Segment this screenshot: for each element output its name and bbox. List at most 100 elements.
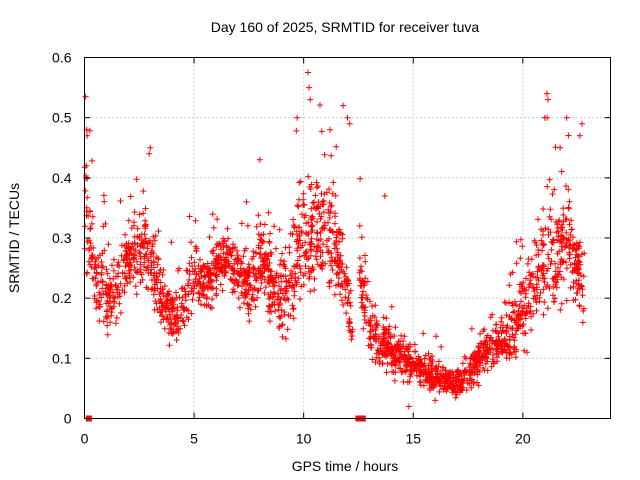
data-point xyxy=(557,261,564,268)
data-point xyxy=(383,369,390,376)
data-point xyxy=(559,227,566,233)
data-point xyxy=(575,262,582,268)
data-point xyxy=(126,274,133,281)
data-point xyxy=(251,286,258,293)
data-point xyxy=(549,275,556,282)
data-point xyxy=(93,305,100,312)
data-point xyxy=(513,260,520,267)
data-point xyxy=(151,237,158,244)
data-point xyxy=(417,366,424,373)
data-point xyxy=(567,251,573,258)
data-point xyxy=(324,249,331,256)
data-point xyxy=(160,303,167,310)
data-point xyxy=(397,343,404,350)
data-point xyxy=(420,330,427,337)
data-point xyxy=(277,296,284,303)
data-point xyxy=(335,251,341,258)
data-point xyxy=(331,291,338,298)
data-point xyxy=(452,394,459,401)
data-point xyxy=(271,289,277,296)
data-point xyxy=(306,184,313,190)
data-point xyxy=(530,285,537,292)
data-point xyxy=(298,283,305,290)
data-point xyxy=(580,305,587,312)
data-point xyxy=(534,268,541,275)
data-point xyxy=(196,275,203,282)
data-point xyxy=(240,253,247,260)
chart-title: Day 160 of 2025, SRMTID for receiver tuv… xyxy=(211,19,480,35)
data-point xyxy=(122,231,129,238)
data-point xyxy=(445,381,452,387)
data-point xyxy=(557,144,564,151)
data-point xyxy=(551,298,558,305)
data-point xyxy=(536,298,543,305)
data-point xyxy=(540,311,547,318)
data-point xyxy=(85,258,92,265)
data-point xyxy=(371,314,378,320)
data-point xyxy=(117,309,124,316)
data-point xyxy=(132,283,139,290)
data-point xyxy=(282,265,289,272)
data-point xyxy=(208,279,215,285)
data-point xyxy=(151,285,158,292)
data-point xyxy=(93,269,100,276)
data-point xyxy=(339,231,346,238)
data-point xyxy=(233,247,240,254)
data-point xyxy=(197,256,203,263)
data-point xyxy=(518,298,524,305)
data-point xyxy=(91,293,98,299)
data-point xyxy=(295,275,302,282)
data-point xyxy=(331,245,338,252)
data-point xyxy=(326,227,333,234)
data-point xyxy=(283,288,290,295)
data-point xyxy=(559,246,566,253)
data-point xyxy=(307,288,314,295)
data-point xyxy=(257,245,264,252)
data-point xyxy=(156,304,163,311)
data-point xyxy=(545,251,551,258)
data-point xyxy=(366,335,373,342)
data-point xyxy=(433,374,440,381)
data-point xyxy=(179,294,186,301)
data-point xyxy=(372,359,379,366)
data-point xyxy=(294,279,300,286)
data-point xyxy=(242,290,249,297)
data-point xyxy=(346,120,353,127)
data-point xyxy=(288,275,295,282)
data-point xyxy=(579,286,586,293)
data-point xyxy=(563,216,570,223)
data-point xyxy=(113,314,120,321)
data-point xyxy=(343,310,350,317)
data-point xyxy=(281,258,288,265)
data-point xyxy=(524,310,531,316)
data-point xyxy=(266,295,273,302)
data-point xyxy=(515,322,522,329)
data-point xyxy=(252,271,259,278)
data-point xyxy=(572,296,579,303)
data-point xyxy=(161,325,168,332)
data-point xyxy=(233,277,240,284)
data-point xyxy=(112,282,119,289)
data-point xyxy=(89,157,96,164)
data-point xyxy=(401,356,408,363)
data-point xyxy=(155,255,162,262)
data-point xyxy=(563,183,570,189)
data-point xyxy=(579,251,586,258)
data-point xyxy=(341,270,348,277)
data-point xyxy=(332,220,338,227)
data-point xyxy=(316,210,323,217)
data-point xyxy=(575,245,582,252)
data-point xyxy=(279,333,286,340)
data-point xyxy=(105,241,112,248)
data-point xyxy=(357,282,364,289)
data-point xyxy=(568,226,575,233)
data-point xyxy=(380,314,387,321)
data-point xyxy=(270,283,276,290)
data-point xyxy=(104,322,111,329)
data-point xyxy=(167,326,174,333)
data-point xyxy=(339,284,346,290)
data-point xyxy=(186,277,193,283)
data-point xyxy=(114,273,121,280)
data-point xyxy=(90,245,97,251)
data-point xyxy=(434,370,441,377)
